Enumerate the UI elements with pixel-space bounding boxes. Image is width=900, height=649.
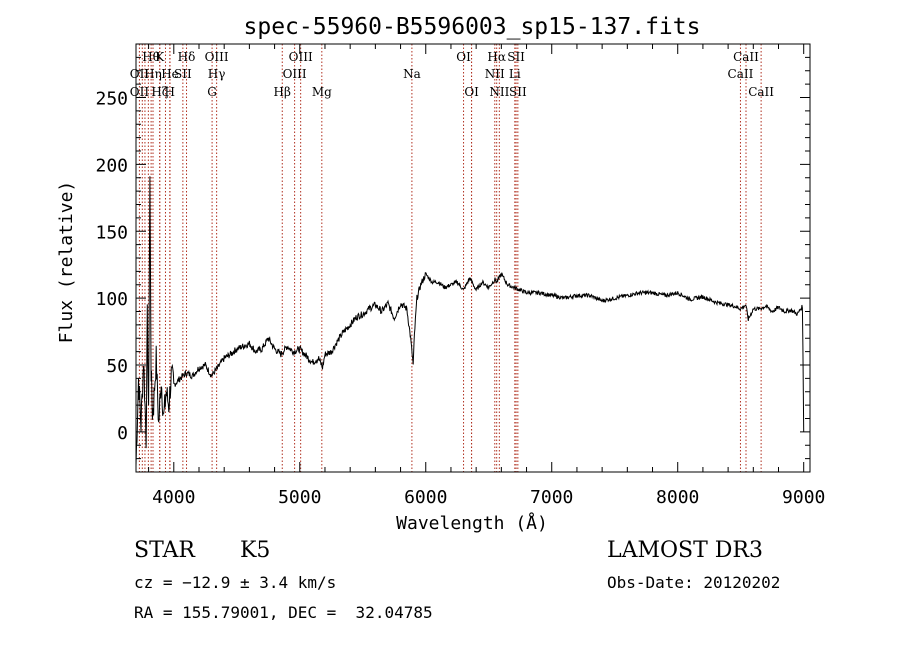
coordinates: RA = 155.79001, DEC = 32.04785 — [134, 603, 433, 622]
spectrum-series — [135, 176, 805, 466]
y-tick-label: 100 — [95, 289, 128, 310]
line-label: OI — [456, 50, 471, 64]
spectrum-line — [135, 176, 805, 466]
x-tick-label: 4000 — [152, 487, 195, 508]
line-label: K — [155, 50, 165, 64]
line-label: OIII — [289, 50, 313, 64]
y-axis-label: Flux (relative) — [56, 181, 77, 344]
emission-line-markers — [138, 44, 762, 472]
line-label: OII — [130, 85, 150, 99]
y-tick-label: 50 — [106, 356, 128, 377]
x-tick-label: 8000 — [656, 487, 699, 508]
line-label: OIII — [205, 50, 229, 64]
y-tick-label: 200 — [95, 155, 128, 176]
x-tick-label: 9000 — [782, 487, 825, 508]
line-label: CaII — [728, 67, 754, 81]
line-label: CaII — [733, 50, 759, 64]
object-subclass: K5 — [240, 538, 271, 563]
line-label: SII — [507, 50, 525, 64]
plot-frame — [135, 43, 811, 473]
redshift-cz: cz = −12.9 ± 3.4 km/s — [134, 573, 337, 592]
y-tick-label: 250 — [95, 89, 128, 110]
x-axis-ticks: 4000 5000 6000 7000 8000 9000 — [148, 44, 825, 508]
line-label: He — [161, 67, 179, 81]
x-axis-label: Wavelength (Å) — [396, 512, 548, 534]
survey-name: LAMOST DR3 — [607, 538, 763, 563]
y-axis-ticks: 0 50 100 150 200 250 — [95, 56, 810, 460]
line-label: Hθ — [142, 50, 160, 64]
line-label: H — [165, 85, 175, 99]
line-label: Mg — [312, 85, 332, 99]
line-label: SII — [509, 85, 527, 99]
line-label: NII — [485, 67, 505, 81]
line-label: Hδ — [178, 50, 196, 64]
line-label: OII — [130, 67, 150, 81]
line-label: Hα — [487, 50, 506, 64]
x-tick-label: 5000 — [278, 487, 321, 508]
object-class: STAR — [134, 538, 195, 563]
line-label: Na — [403, 67, 421, 81]
line-label: Hζ — [151, 85, 168, 99]
line-label: Hγ — [208, 67, 226, 81]
line-label: G — [207, 85, 217, 99]
obs-date: Obs-Date: 20120202 — [607, 573, 781, 592]
line-label: OI — [464, 85, 479, 99]
line-label: OIII — [283, 67, 307, 81]
line-label: Hβ — [274, 85, 291, 99]
line-label: Hη — [144, 67, 162, 81]
x-tick-label: 6000 — [404, 487, 447, 508]
y-tick-label: 0 — [117, 423, 128, 444]
line-label: Li — [509, 67, 521, 81]
y-tick-label: 150 — [95, 222, 128, 243]
x-tick-label: 7000 — [530, 487, 573, 508]
line-label: SII — [174, 67, 192, 81]
line-label: NII — [489, 85, 509, 99]
line-label: CaII — [748, 85, 774, 99]
chart-title: spec-55960-B5596003_sp15-137.fits — [244, 14, 701, 40]
